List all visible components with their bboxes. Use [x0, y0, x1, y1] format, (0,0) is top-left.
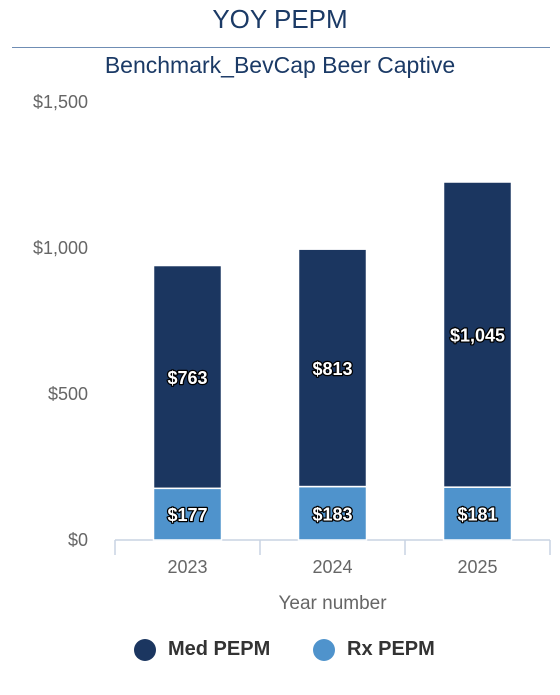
stacked-bar-chart: $0 $500 $1,000 $1,500 $177 $763 2023 $183 $813 20… — [33, 92, 551, 614]
legend-med-label: Med PEPM — [168, 638, 271, 660]
bar-med-pepm — [442, 181, 513, 488]
chart-title: YOY PEPM — [212, 4, 348, 34]
data-label: $183 — [312, 504, 352, 524]
data-label: $813 — [312, 359, 352, 379]
data-label: $1,045 — [450, 326, 505, 346]
x-tick-label: 2023 — [167, 557, 207, 577]
data-label: $181 — [457, 505, 497, 525]
bar-rx-pepm — [442, 486, 513, 541]
chart-legend: Med PEPM Rx PEPM — [0, 638, 560, 670]
y-tick-label: $0 — [68, 530, 88, 550]
y-tick-label: $1,000 — [33, 238, 88, 258]
legend-med-dot — [134, 638, 156, 661]
legend-rx-label: Rx PEPM — [347, 638, 435, 660]
bar-med-pepm — [152, 264, 223, 490]
legend-item-rx[interactable]: Rx PEPM — [313, 638, 435, 661]
legend-item-med[interactable]: Med PEPM — [134, 638, 270, 661]
x-tick-label: 2025 — [457, 557, 497, 577]
title-divider — [12, 47, 550, 48]
y-tick-label: $1,500 — [33, 92, 88, 112]
x-axis-title: Year number — [278, 593, 387, 614]
legend-rx-dot — [313, 638, 335, 661]
data-label: $763 — [167, 368, 207, 388]
y-tick-label: $500 — [48, 384, 88, 404]
bar-med-pepm — [297, 248, 368, 488]
x-tick-label: 2024 — [312, 557, 352, 577]
data-label: $177 — [167, 505, 207, 525]
chart-subtitle: Benchmark_BevCap Beer Captive — [104, 52, 456, 78]
bar-rx-pepm — [152, 487, 223, 541]
bar-rx-pepm — [297, 485, 368, 541]
